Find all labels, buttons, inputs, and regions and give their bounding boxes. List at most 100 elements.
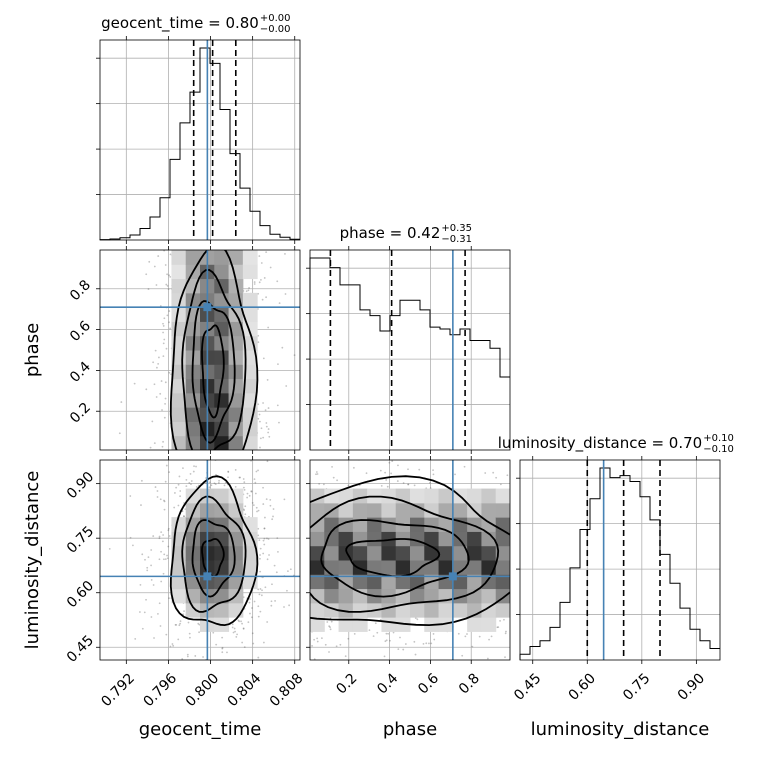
scatter-point — [263, 277, 266, 279]
y-tick-label: 0.8 — [67, 277, 94, 304]
scatter-point — [174, 689, 176, 691]
scatter-point — [318, 482, 321, 485]
density-cell — [310, 588, 325, 604]
scatter-point — [151, 420, 154, 423]
scatter-point — [182, 467, 184, 470]
scatter-point — [177, 483, 180, 486]
scatter-point — [387, 632, 390, 635]
scatter-point — [262, 641, 265, 644]
density-cell — [424, 488, 440, 504]
scatter-point — [262, 503, 265, 505]
scatter-point — [162, 572, 165, 575]
scatter-point — [163, 553, 166, 556]
scatter-point — [141, 553, 144, 556]
scatter-point — [162, 322, 164, 325]
density-cell — [452, 502, 468, 518]
density-cell — [242, 307, 258, 322]
scatter-point — [264, 586, 267, 589]
scatter-point — [322, 483, 325, 486]
scatter-point — [144, 558, 146, 561]
density-cell — [481, 488, 497, 504]
scatter-point — [265, 296, 267, 299]
scatter-point — [352, 466, 355, 469]
scatter-point — [179, 495, 182, 498]
density-cell — [410, 517, 425, 532]
density-cell — [395, 545, 411, 561]
scatter-point — [255, 506, 258, 509]
title-geocent_time: geocent_time = 0.80 — [101, 14, 259, 33]
scatter-point — [262, 357, 265, 360]
scatter-point — [145, 273, 148, 276]
density-cell — [467, 588, 482, 604]
scatter-point — [239, 476, 241, 479]
scatter-point — [160, 531, 163, 534]
contour-level — [169, 475, 259, 627]
scatter-point — [433, 638, 436, 641]
scatter-point — [152, 535, 155, 537]
scatter-point — [437, 667, 439, 669]
density-cell — [367, 574, 382, 590]
scatter-point — [259, 420, 261, 423]
scatter-point — [214, 661, 216, 663]
scatter-point — [233, 627, 236, 630]
scatter-point — [429, 481, 431, 484]
scatter-point — [407, 483, 410, 486]
density-cell — [367, 502, 382, 518]
scatter-point — [160, 550, 162, 553]
density-cell — [338, 488, 354, 504]
scatter-point — [152, 584, 155, 586]
scatter-point — [265, 498, 268, 501]
scatter-point — [499, 483, 502, 486]
scatter-point — [264, 516, 266, 519]
density-cell — [495, 545, 510, 561]
x-tick-label: 0.800 — [183, 670, 223, 710]
scatter-point — [139, 611, 141, 613]
truth-marker — [203, 303, 212, 312]
x-tick-label: 0.792 — [98, 670, 138, 710]
scatter-point — [167, 527, 170, 530]
scatter-point — [397, 464, 399, 467]
contour-level — [310, 495, 500, 613]
scatter-point — [223, 484, 226, 487]
scatter-point — [374, 622, 377, 625]
density-cell — [438, 488, 454, 504]
scatter-point — [263, 527, 266, 530]
scatter-point — [271, 518, 274, 521]
scatter-point — [495, 476, 498, 479]
scatter-point — [227, 476, 229, 479]
scatter-point — [432, 437, 434, 439]
x-tick-label: 0.45 — [511, 670, 544, 703]
density-cell — [381, 488, 397, 504]
scatter-point — [164, 264, 167, 266]
scatter-point — [154, 349, 157, 352]
scatter-point — [181, 658, 184, 660]
density-cell — [228, 278, 244, 294]
scatter-point — [241, 622, 243, 625]
scatter-point — [234, 630, 236, 633]
scatter-point — [246, 496, 249, 499]
scatter-point — [331, 465, 333, 468]
scatter-point — [185, 485, 188, 488]
scatter-point — [221, 646, 224, 649]
density-cell — [481, 574, 497, 590]
density-cell — [410, 602, 425, 618]
scatter-point — [190, 483, 192, 486]
scatter-point — [182, 613, 185, 616]
scatter-point — [492, 471, 495, 474]
scatter-point — [329, 626, 331, 629]
density-cell — [228, 545, 244, 561]
scatter-point — [315, 473, 317, 476]
scatter-point — [259, 437, 262, 440]
scatter-point — [150, 579, 153, 581]
density-cell — [214, 588, 230, 604]
scatter-point — [263, 543, 266, 546]
scatter-point — [369, 668, 371, 670]
density-cell — [214, 392, 230, 408]
density-cell — [310, 602, 325, 618]
x-tick-label: 0.4 — [374, 670, 401, 697]
scatter-point — [266, 558, 269, 561]
scatter-point — [379, 618, 382, 621]
density-cell — [352, 574, 368, 590]
density-cell — [438, 602, 454, 618]
scatter-point — [257, 509, 260, 512]
